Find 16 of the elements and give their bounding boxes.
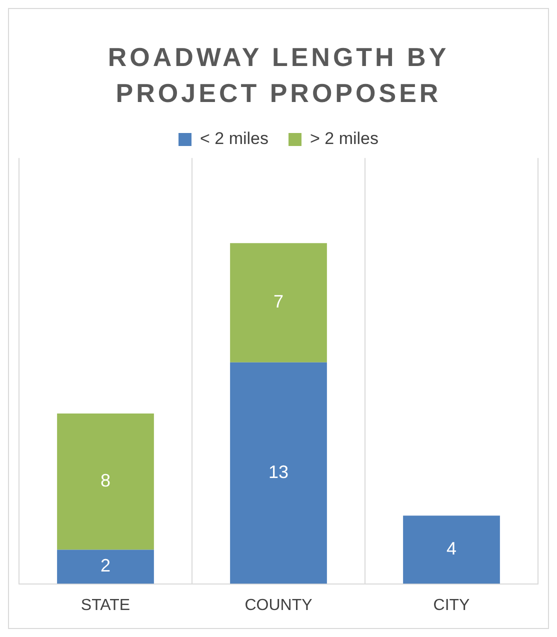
data-label: 4 <box>446 538 457 559</box>
bar <box>57 550 154 584</box>
bar <box>57 413 154 550</box>
legend-label: > 2 miles <box>310 129 378 148</box>
x-tick-label: COUNTY <box>244 596 313 614</box>
bar <box>230 243 327 362</box>
bar <box>403 516 500 584</box>
data-label: 13 <box>268 462 289 482</box>
chart-title: ROADWAY LENGTH BY PROJECT PROPOSER <box>106 41 450 110</box>
bar <box>230 362 327 584</box>
legend-label: < 2 miles <box>200 129 268 148</box>
x-tick-label: STATE <box>80 596 130 614</box>
data-label: 8 <box>100 470 111 491</box>
x-tick-label: CITY <box>433 596 470 614</box>
data-label: 7 <box>273 292 284 312</box>
data-label: 2 <box>100 556 111 576</box>
